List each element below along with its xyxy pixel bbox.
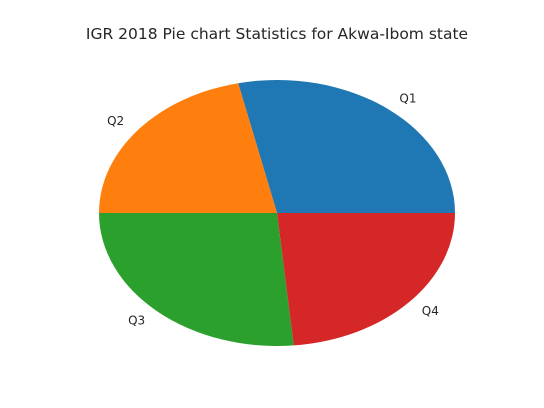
- slice-label-q3: Q3: [128, 314, 145, 328]
- pie-labels: Q1 Q2 Q3 Q4: [107, 91, 439, 327]
- slice-label-q2: Q2: [107, 114, 124, 128]
- chart-title: IGR 2018 Pie chart Statistics for Akwa-I…: [86, 25, 468, 43]
- pie-slice-q3: [99, 213, 294, 347]
- slice-label-q4: Q4: [422, 304, 439, 318]
- pie-slice-q4: [277, 213, 456, 346]
- slice-label-q1: Q1: [399, 91, 416, 105]
- pie-slice-q2: [98, 83, 277, 213]
- pie-slices: [98, 79, 456, 347]
- pie-slice-q1: [238, 79, 456, 213]
